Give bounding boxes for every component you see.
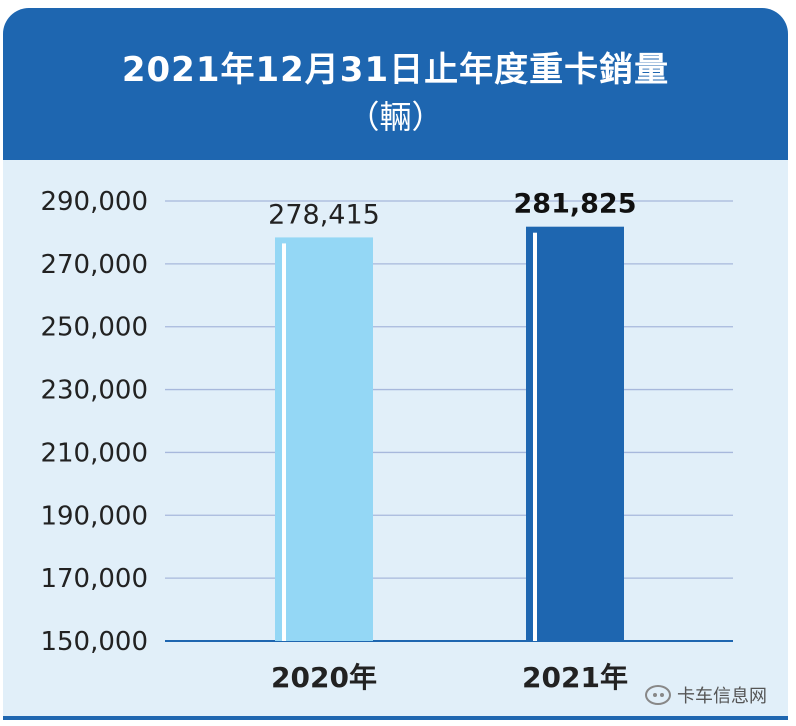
y-tick-label: 270,000: [40, 250, 148, 280]
data-label: 278,415: [268, 199, 380, 230]
y-tick-label: 230,000: [40, 376, 148, 406]
y-tick-label: 150,000: [40, 627, 148, 657]
bar-highlight: [282, 243, 286, 641]
chart-header: 2021年12月31日止年度重卡銷量 （輛）: [3, 8, 788, 160]
category-label: 2020年: [271, 661, 377, 694]
bar-2020年: [275, 237, 373, 641]
y-axis-tick-labels: 150,000 170,000 190,000 210,000 230,000 250,0…: [40, 187, 148, 657]
bar-highlight: [533, 232, 537, 641]
watermark-text: 卡车信息网: [677, 686, 767, 707]
x-axis-category-labels: 2020年 2021年: [271, 661, 628, 694]
y-tick-label: 190,000: [40, 501, 148, 531]
wechat-icon: [645, 685, 671, 705]
bottom-rule: [3, 716, 788, 720]
chart-title: 2021年12月31日止年度重卡銷量: [121, 50, 670, 90]
chart-subtitle: （輛）: [347, 98, 444, 136]
bars: [275, 226, 624, 641]
data-label: 281,825: [514, 189, 637, 220]
bar-2021年: [526, 226, 624, 641]
gridlines: [165, 200, 733, 642]
y-tick-label: 170,000: [40, 564, 148, 594]
data-labels: 278,415 281,825: [268, 189, 636, 231]
category-label: 2021年: [522, 661, 628, 694]
y-tick-label: 250,000: [40, 313, 148, 343]
y-tick-label: 210,000: [40, 438, 148, 468]
chart-card: 2021年12月31日止年度重卡銷量 （輛）: [3, 8, 788, 720]
watermark: 卡车信息网: [645, 682, 767, 708]
y-tick-label: 290,000: [40, 187, 148, 217]
